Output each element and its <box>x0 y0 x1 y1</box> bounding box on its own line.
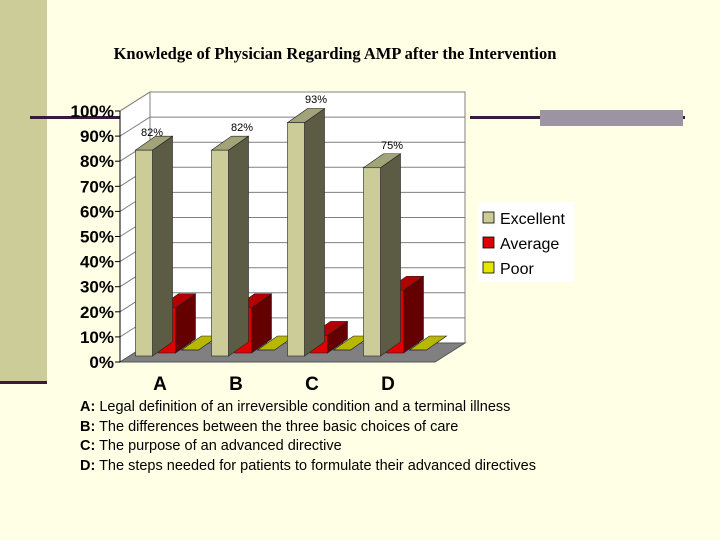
bar-side <box>152 135 173 357</box>
y-tick-label: 50% <box>80 228 114 247</box>
chart-legend: Excellent Average Poor <box>478 202 574 282</box>
left-accent-bar <box>0 0 47 383</box>
y-tick-label: 90% <box>80 127 114 146</box>
legend-label: Excellent <box>500 211 565 228</box>
y-tick-label: 80% <box>80 152 114 171</box>
caption-key: A: <box>80 399 96 415</box>
bar-excellent-B <box>210 135 250 357</box>
legend-label: Average <box>500 236 559 253</box>
slide-title: Knowledge of Physician Regarding AMP aft… <box>113 44 557 63</box>
caption-key: B: <box>80 418 96 435</box>
bar-excellent-D <box>362 153 402 357</box>
bar-side <box>228 135 249 357</box>
x-tick-label: D <box>381 374 395 395</box>
bar-front <box>363 167 381 357</box>
title-rule-left <box>30 116 155 119</box>
gridline <box>119 91 151 112</box>
bar-excellent-A <box>134 135 174 357</box>
y-tick-label: 30% <box>80 278 114 297</box>
bar-front <box>287 122 305 357</box>
bar-excellent-C <box>286 107 326 357</box>
y-tick-label: 40% <box>80 253 114 272</box>
legend-label: Poor <box>500 261 534 278</box>
data-label: 75% <box>381 140 403 152</box>
y-tick-label: 20% <box>80 303 114 322</box>
legend-swatch <box>482 236 495 249</box>
bar-front <box>211 149 229 357</box>
caption-list: A: Legal definition of an irreversible c… <box>80 398 536 476</box>
left-accent-line <box>0 381 47 384</box>
y-tick-label: 60% <box>80 202 114 221</box>
x-tick-label: B <box>229 374 243 395</box>
caption-text: The differences between the three basic … <box>95 418 459 435</box>
caption-text: The purpose of an advanced directive <box>95 438 342 454</box>
y-tick-label: 0% <box>89 353 114 372</box>
bar-side <box>380 153 401 357</box>
data-label: 82% <box>141 127 163 139</box>
caption-key: C: <box>80 438 96 454</box>
caption-line: C: The purpose of an advanced directive <box>80 437 536 457</box>
data-label: 93% <box>305 94 327 106</box>
y-tick-label: 100% <box>71 102 114 121</box>
caption-line: A: Legal definition of an irreversible c… <box>80 398 536 418</box>
gridline <box>119 116 151 137</box>
bar-front <box>135 149 153 357</box>
caption-text: The steps needed for patients to formula… <box>95 457 536 474</box>
caption-line: B: The differences between the three bas… <box>80 418 536 438</box>
bar-poor-D <box>408 335 448 351</box>
legend-swatch <box>482 211 495 224</box>
title-rule-box <box>540 110 683 126</box>
data-label: 82% <box>231 122 253 134</box>
x-tick-label: C <box>305 374 319 395</box>
caption-text: Legal definition of an irreversible cond… <box>95 399 511 415</box>
caption-line: D: The steps needed for patients to form… <box>80 457 536 477</box>
y-tick-label: 10% <box>80 328 114 347</box>
y-tick-label: 70% <box>80 177 114 196</box>
caption-key: D: <box>80 457 96 474</box>
bar-side <box>304 107 325 357</box>
legend-swatch <box>482 261 495 274</box>
x-tick-label: A <box>153 374 167 395</box>
